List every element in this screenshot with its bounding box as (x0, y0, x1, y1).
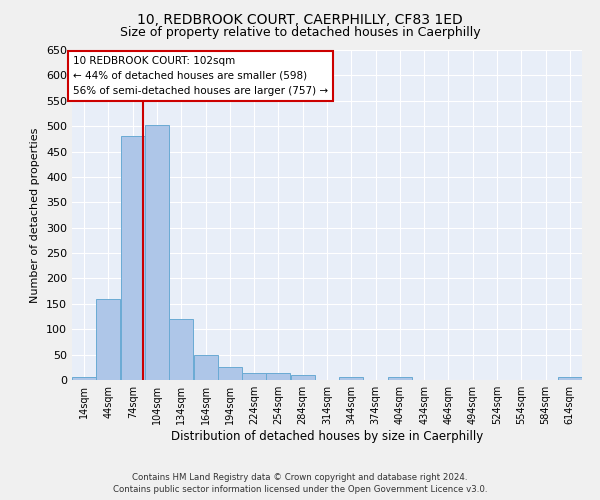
Text: Size of property relative to detached houses in Caerphilly: Size of property relative to detached ho… (119, 26, 481, 39)
Bar (169, 319, 193, 380)
X-axis label: Distribution of detached houses by size in Caerphilly: Distribution of detached houses by size … (171, 430, 483, 443)
Bar (388, 378, 412, 380)
Bar (242, 373, 266, 380)
Bar (218, 368, 242, 380)
Text: 10, REDBROOK COURT, CAERPHILLY, CF83 1ED: 10, REDBROOK COURT, CAERPHILLY, CF83 1ED (137, 12, 463, 26)
Bar (340, 378, 363, 380)
Bar (266, 374, 290, 380)
Text: 10 REDBROOK COURT: 102sqm
← 44% of detached houses are smaller (598)
56% of semi: 10 REDBROOK COURT: 102sqm ← 44% of detac… (73, 56, 328, 96)
Bar (291, 375, 314, 380)
Text: Contains HM Land Registry data © Crown copyright and database right 2024.
Contai: Contains HM Land Registry data © Crown c… (113, 472, 487, 494)
Bar (72, 378, 96, 380)
Bar (97, 299, 121, 380)
Bar (558, 378, 582, 380)
Bar (121, 136, 145, 380)
Bar (194, 354, 218, 380)
Bar (145, 124, 169, 380)
Y-axis label: Number of detached properties: Number of detached properties (31, 128, 40, 302)
